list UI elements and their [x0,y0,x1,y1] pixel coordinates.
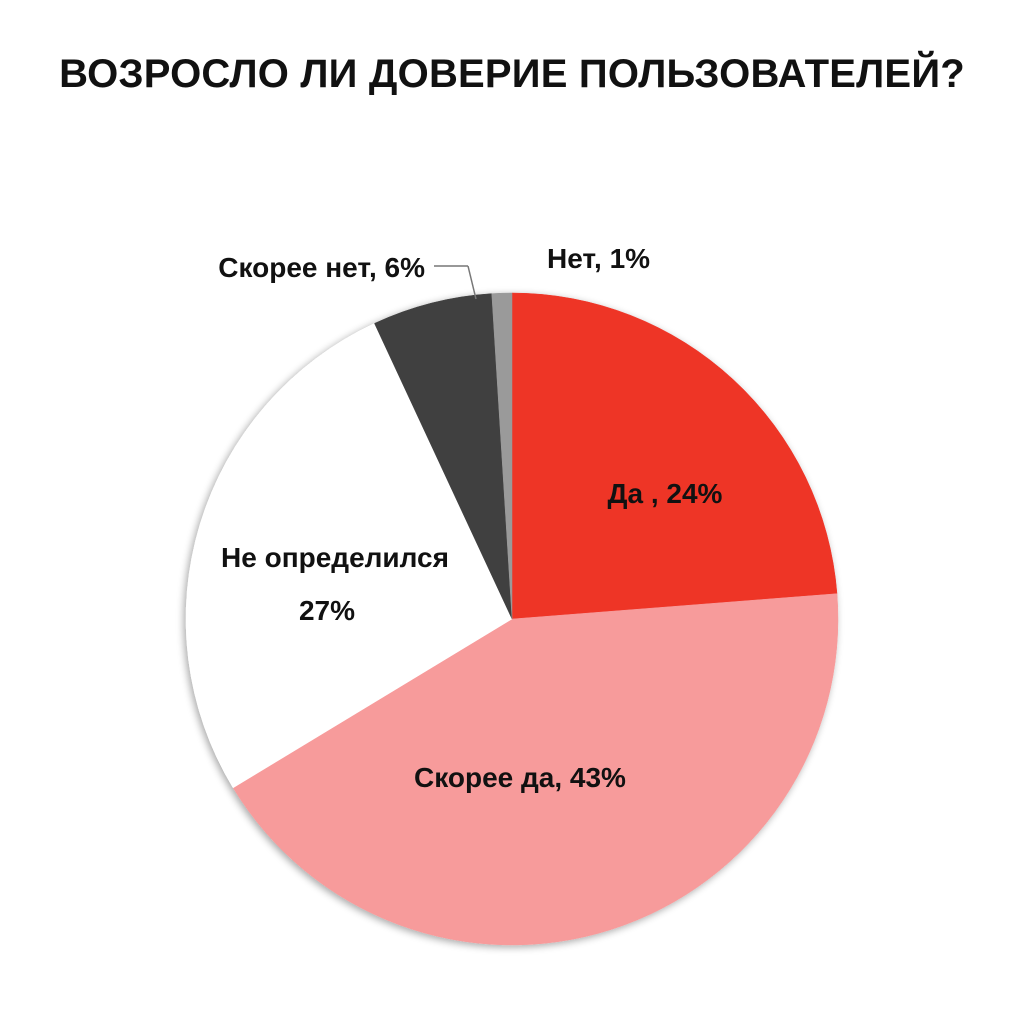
slice-label-da: Да , 24% [608,478,723,509]
slice-label-skoree-net: Скорее нет, 6% [218,252,425,283]
pie-slice-net [491,292,513,620]
chart-title: ВОЗРОСЛО ЛИ ДОВЕРИЕ ПОЛЬЗОВАТЕЛЕЙ? [59,52,965,96]
slice-label-net: Нет, 1% [547,243,650,274]
pie-labels: Да , 24% Скорее да, 43% Не определился 2… [218,243,722,793]
pie-slice-ne-opredelilsya [185,323,513,789]
slice-label-skoree-da: Скорее да, 43% [414,762,626,793]
pie-slice-da [511,292,838,620]
pie-slice-skoree-da [232,593,839,946]
slice-label-ne-opredelilsya-value: 27% [299,595,355,626]
pie-slice-skoree-net [374,293,513,620]
slice-label-ne-opredelilsya: Не определился [221,542,449,573]
leader-line-skoree-net-tail [467,265,477,300]
pie-slices [185,292,839,946]
